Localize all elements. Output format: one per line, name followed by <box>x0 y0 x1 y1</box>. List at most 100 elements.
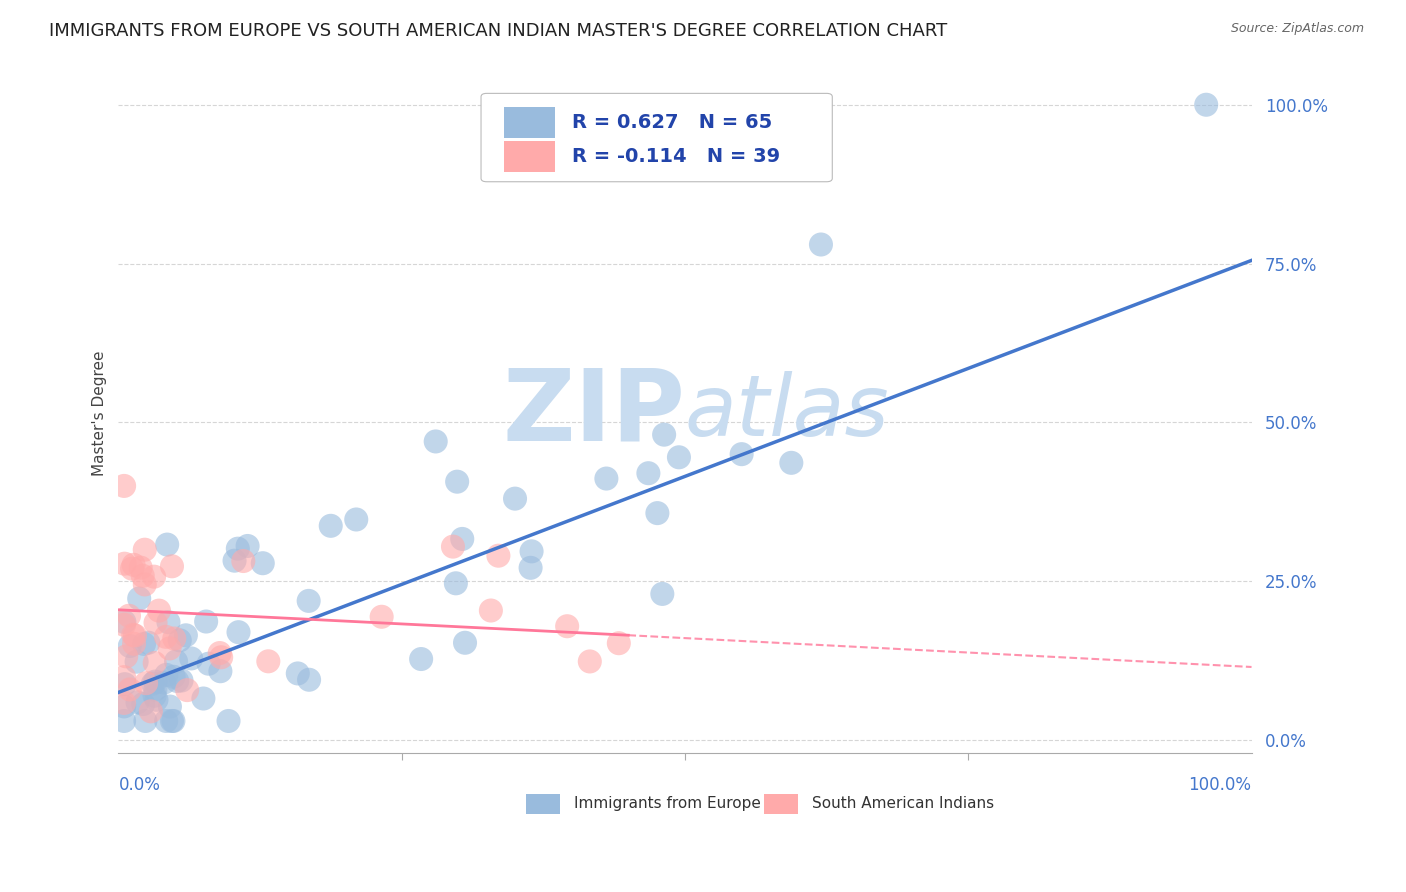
Point <box>112 670 135 684</box>
Point <box>298 673 321 687</box>
Point <box>224 554 246 568</box>
Point <box>153 675 176 690</box>
Point <box>520 544 543 558</box>
Point <box>122 558 145 572</box>
Point <box>810 237 832 252</box>
Point <box>159 641 181 656</box>
Point <box>166 673 188 688</box>
Point <box>519 561 541 575</box>
Point <box>157 615 180 630</box>
Point <box>503 491 526 506</box>
Point <box>780 456 803 470</box>
Point <box>134 577 156 591</box>
Point <box>127 695 149 709</box>
FancyBboxPatch shape <box>503 107 555 138</box>
Point <box>287 666 309 681</box>
Text: South American Indians: South American Indians <box>811 797 994 811</box>
Point <box>156 538 179 552</box>
Point <box>370 609 392 624</box>
Point <box>118 608 141 623</box>
Point <box>209 650 232 665</box>
Point <box>124 628 146 642</box>
Text: IMMIGRANTS FROM EUROPE VS SOUTH AMERICAN INDIAN MASTER'S DEGREE CORRELATION CHAR: IMMIGRANTS FROM EUROPE VS SOUTH AMERICAN… <box>49 22 948 40</box>
Point <box>578 655 600 669</box>
Point <box>112 479 135 493</box>
Point <box>479 603 502 617</box>
Point <box>121 562 143 576</box>
Point <box>148 604 170 618</box>
Point <box>446 475 468 489</box>
Point <box>132 697 155 711</box>
Point <box>197 657 219 671</box>
Point <box>143 674 166 689</box>
Point <box>134 714 156 728</box>
Point <box>319 518 342 533</box>
Point <box>114 557 136 571</box>
Text: 100.0%: 100.0% <box>1188 776 1251 794</box>
Point <box>1195 97 1218 112</box>
Point <box>118 639 141 653</box>
Point <box>195 615 218 629</box>
Point <box>134 542 156 557</box>
Point <box>454 636 477 650</box>
Point <box>180 651 202 665</box>
Point <box>411 652 433 666</box>
Point <box>444 576 467 591</box>
Point <box>236 539 259 553</box>
Point <box>139 704 162 718</box>
Point <box>209 664 232 678</box>
Point <box>112 615 135 629</box>
Point <box>607 636 630 650</box>
Point <box>257 654 280 668</box>
Point <box>252 556 274 570</box>
Point <box>451 532 474 546</box>
Point <box>118 682 141 697</box>
FancyBboxPatch shape <box>481 94 832 182</box>
Point <box>228 625 250 640</box>
Point <box>555 619 578 633</box>
Point <box>112 714 135 728</box>
Point <box>425 434 447 449</box>
Point <box>143 569 166 583</box>
FancyBboxPatch shape <box>526 794 561 814</box>
Point <box>155 668 177 682</box>
Point <box>668 450 690 465</box>
Point <box>142 676 165 690</box>
Point <box>647 506 669 520</box>
Point <box>298 594 321 608</box>
Text: R = -0.114   N = 39: R = -0.114 N = 39 <box>572 147 780 166</box>
FancyBboxPatch shape <box>503 141 555 172</box>
Point <box>114 677 136 691</box>
Point <box>112 617 135 632</box>
Point <box>486 549 509 563</box>
Point <box>193 691 215 706</box>
Point <box>163 632 186 646</box>
Point <box>162 714 184 728</box>
Point <box>441 540 464 554</box>
Point <box>165 655 187 669</box>
Point <box>132 637 155 651</box>
Point <box>155 630 177 644</box>
Point <box>132 569 155 583</box>
Point <box>143 656 166 670</box>
Point <box>174 628 197 642</box>
Point <box>162 670 184 684</box>
Point <box>652 427 675 442</box>
FancyBboxPatch shape <box>765 794 799 814</box>
Text: ZIP: ZIP <box>502 364 685 461</box>
Point <box>125 655 148 669</box>
Point <box>145 615 167 630</box>
Point <box>176 683 198 698</box>
Text: Source: ZipAtlas.com: Source: ZipAtlas.com <box>1230 22 1364 36</box>
Point <box>595 471 617 485</box>
Point <box>135 676 157 690</box>
Point <box>651 587 673 601</box>
Point <box>232 554 254 568</box>
Text: Immigrants from Europe: Immigrants from Europe <box>574 797 761 811</box>
Point <box>170 673 193 688</box>
Point <box>145 682 167 697</box>
Text: atlas: atlas <box>685 371 890 454</box>
Text: R = 0.627   N = 65: R = 0.627 N = 65 <box>572 113 772 132</box>
Text: 0.0%: 0.0% <box>118 776 160 794</box>
Point <box>128 591 150 606</box>
